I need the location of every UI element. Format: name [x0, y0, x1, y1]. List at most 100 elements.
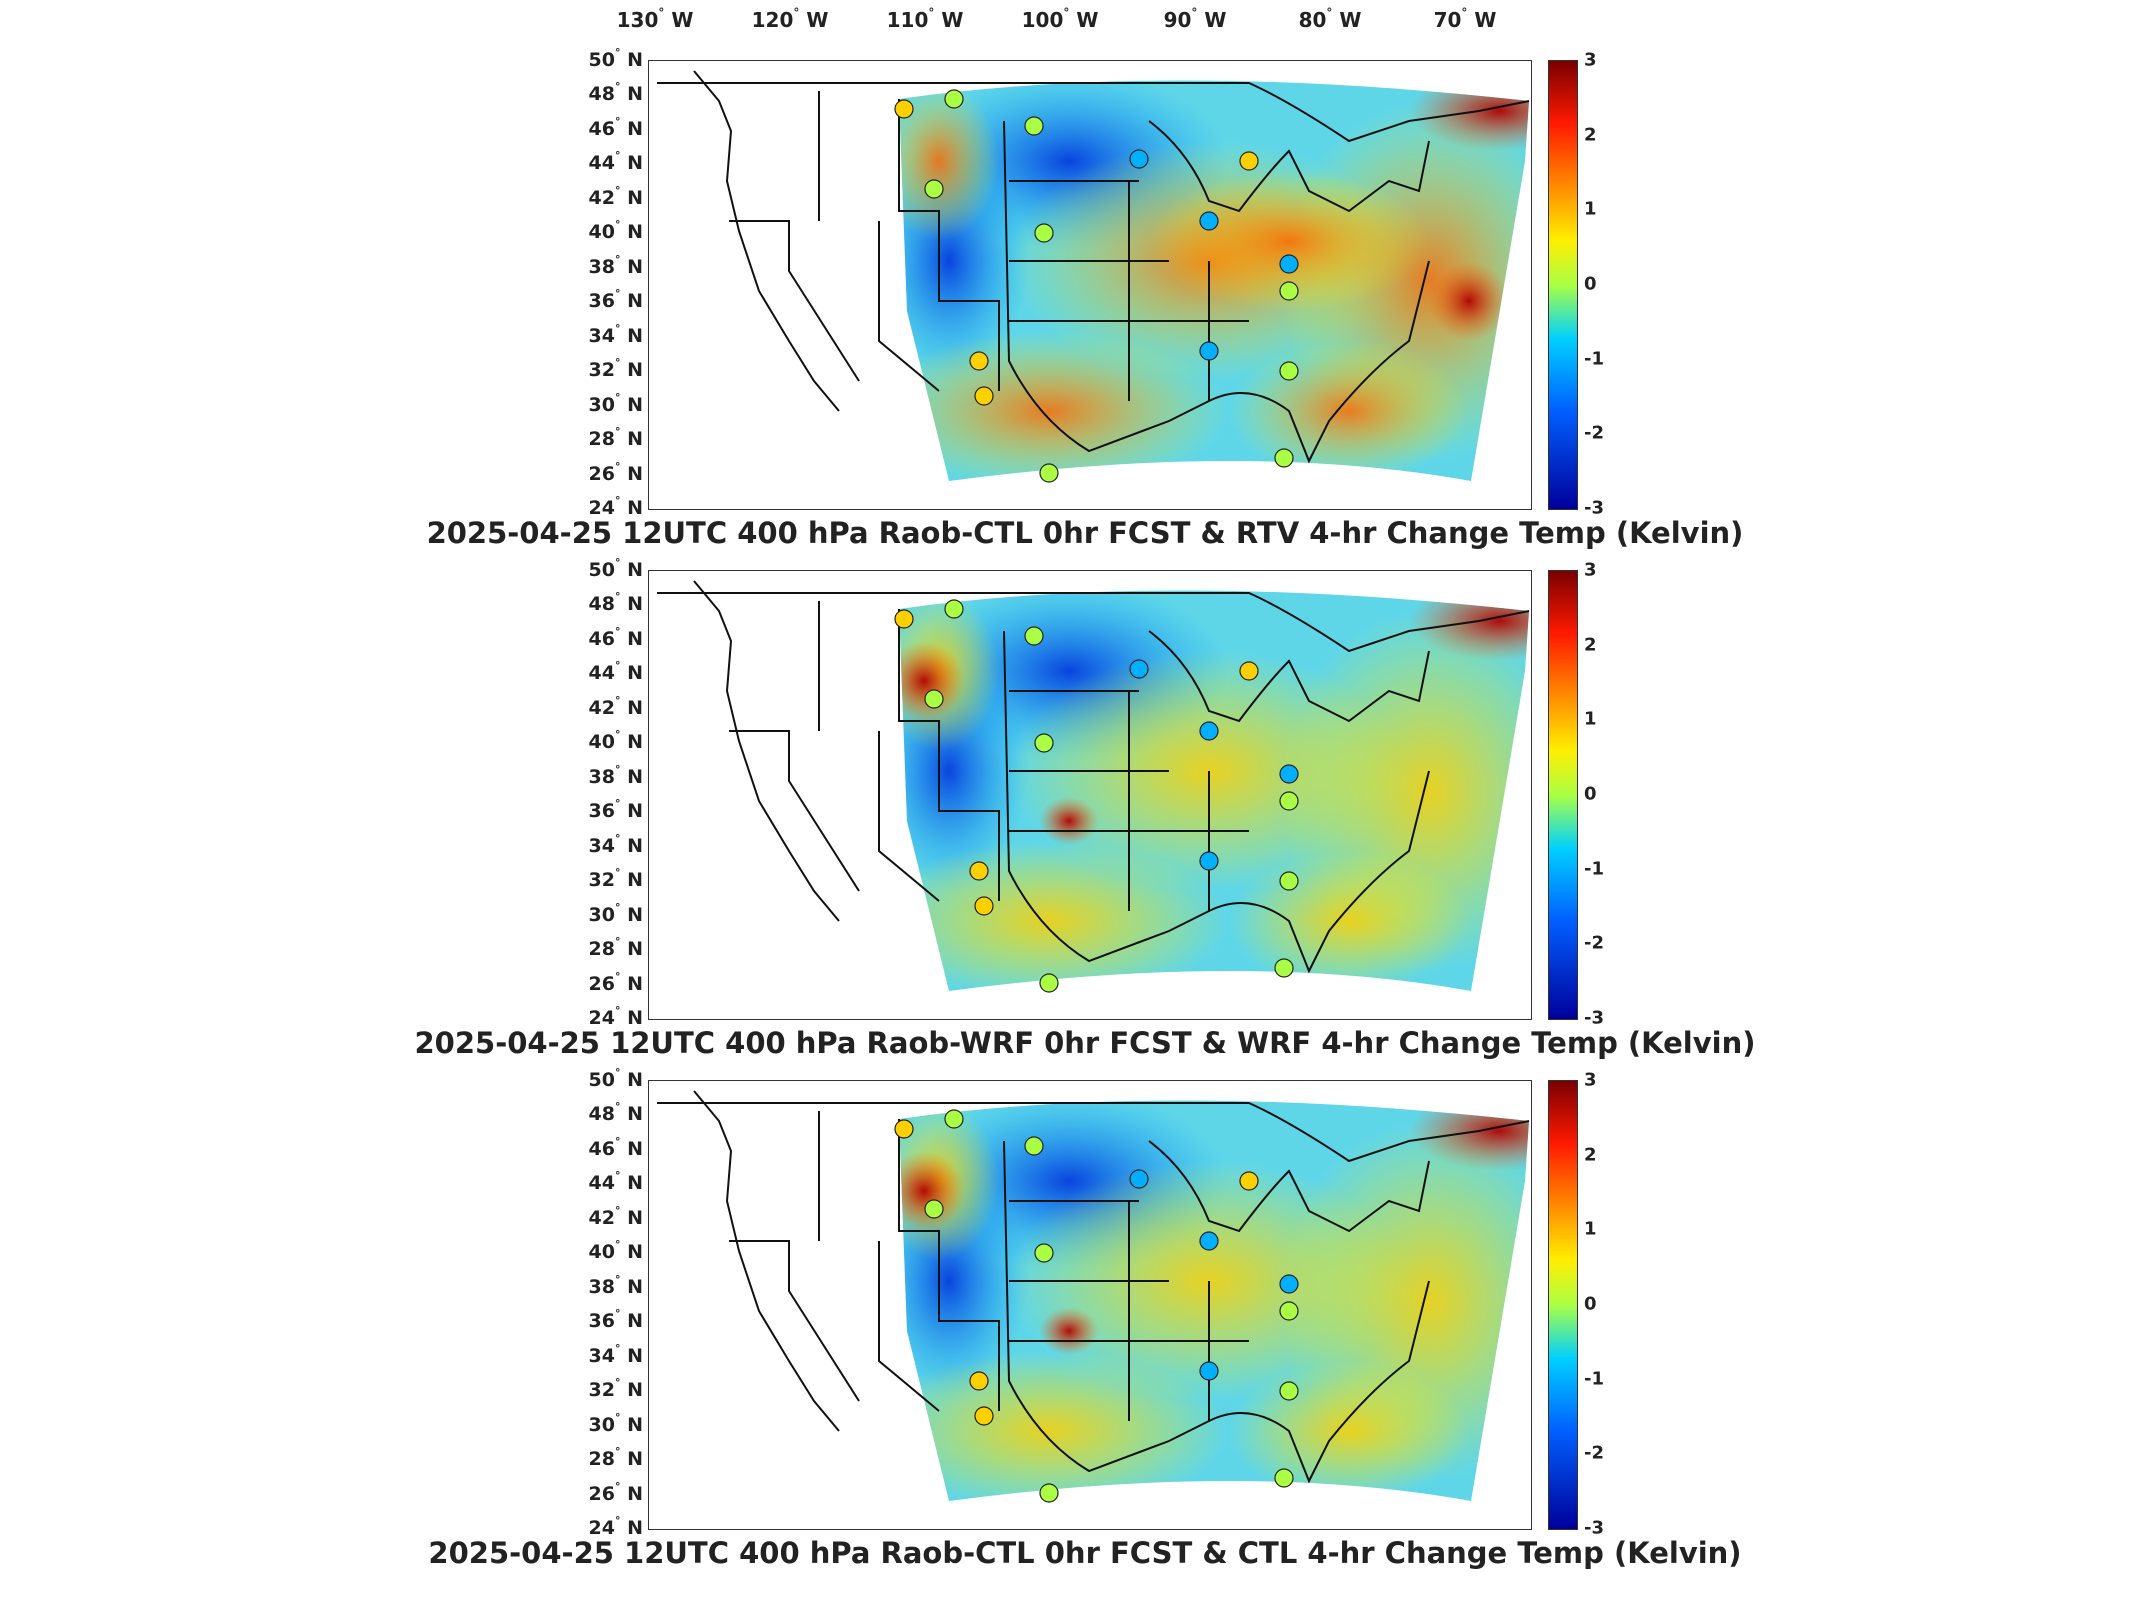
panel-title: 2025-04-25 12UTC 400 hPa Raob-WRF 0hr FC…	[414, 1026, 1756, 1060]
boundary-line	[1009, 180, 1249, 401]
boundary-line	[898, 99, 1000, 391]
lon-tick: 80° W	[1298, 6, 1362, 32]
raob-station-marker	[1279, 871, 1299, 891]
lat-tick: 36° N	[588, 797, 643, 823]
lat-tick: 34° N	[588, 831, 643, 857]
raob-station-marker	[1279, 791, 1299, 811]
raob-station-marker	[1279, 254, 1299, 274]
boundary-line	[1003, 630, 1430, 974]
raob-station-marker	[1129, 659, 1149, 679]
lon-tick: 100° W	[1021, 6, 1099, 32]
boundary-line	[1148, 120, 1430, 213]
raob-station-marker	[894, 1119, 914, 1139]
colorbar-tick: 1	[1584, 708, 1597, 730]
lat-tick: 48° N	[588, 1100, 643, 1126]
lat-tick: 46° N	[588, 1134, 643, 1161]
colorbar-tick: 1	[1584, 198, 1597, 220]
boundary-line	[729, 1240, 860, 1402]
lat-tick: 44° N	[588, 149, 643, 175]
raob-station-marker	[1274, 448, 1294, 468]
lat-tick: 38° N	[588, 762, 643, 788]
raob-station-marker	[924, 689, 944, 709]
map-panel-wrf: 50° N 48° N 46° N 44° N 42° N 40° N 38° N 36° N…	[0, 556, 2133, 1072]
lat-tick: 46° N	[588, 624, 643, 651]
boundary-line	[693, 580, 840, 922]
map-panel-rtv: 50° N 48° N 46° N 44° N 42° N 40° N 38° N 36° N…	[0, 46, 2133, 562]
lon-tick: 70° W	[1433, 6, 1497, 32]
lat-tick: 48° N	[588, 590, 643, 616]
colorbar-tick: -2	[1584, 932, 1604, 954]
lat-tick: 42° N	[588, 183, 643, 210]
lat-tick: 36° N	[588, 287, 643, 313]
colorbar-tick: -2	[1584, 422, 1604, 444]
lat-tick: 38° N	[588, 1272, 643, 1298]
raob-station-marker	[1199, 1361, 1219, 1381]
colorbar-tick: 3	[1584, 1069, 1597, 1091]
boundary-line	[1009, 1200, 1249, 1421]
raob-station-marker	[969, 351, 989, 371]
raob-station-marker	[1239, 661, 1259, 681]
raob-station-marker	[1034, 733, 1054, 753]
lat-tick: 26° N	[588, 459, 643, 485]
raob-station-marker	[1199, 721, 1219, 741]
boundary-line	[657, 592, 1530, 653]
raob-station-marker	[944, 599, 964, 619]
boundary-line	[1148, 630, 1430, 723]
raob-station-marker	[969, 861, 989, 881]
raob-station-marker	[1199, 1231, 1219, 1251]
raob-station-marker	[969, 1371, 989, 1391]
boundary-line	[729, 220, 860, 382]
lat-tick: 50° N	[588, 1065, 643, 1092]
raob-station-marker	[1279, 1381, 1299, 1401]
raob-station-marker	[1024, 116, 1044, 136]
raob-station-marker	[974, 896, 994, 916]
longitude-axis: 130° W 120° W 110° W 100° W 90° W 80° W …	[0, 0, 2133, 52]
map-svg	[657, 1090, 1530, 1503]
lat-tick: 40° N	[588, 1238, 643, 1264]
raob-station-marker	[1039, 973, 1059, 993]
raob-station-marker	[1279, 1274, 1299, 1294]
lat-tick: 28° N	[588, 424, 643, 451]
colorbar-tick: -1	[1584, 858, 1604, 880]
raob-station-marker	[1239, 151, 1259, 171]
colorbar-tick: -1	[1584, 348, 1604, 370]
raob-station-marker	[1274, 958, 1294, 978]
boundary-line	[1003, 120, 1430, 464]
colorbar-tick: 1	[1584, 1218, 1597, 1240]
colorbar-tick: 3	[1584, 49, 1597, 71]
lat-tick: 30° N	[588, 900, 643, 926]
lat-tick: 34° N	[588, 321, 643, 347]
lat-tick: 34° N	[588, 1341, 643, 1367]
raob-station-marker	[1279, 281, 1299, 301]
temperature-map	[648, 1080, 1532, 1530]
lon-tick: 90° W	[1163, 6, 1227, 32]
colorbar-tick: 0	[1584, 1293, 1597, 1315]
map-svg	[657, 580, 1530, 993]
raob-station-marker	[924, 179, 944, 199]
lat-tick: 24° N	[588, 493, 643, 520]
colorbar-tick: -1	[1584, 1368, 1604, 1390]
raob-station-marker	[1039, 1483, 1059, 1503]
colorbar-tick: -3	[1584, 1517, 1604, 1539]
lat-tick: 38° N	[588, 252, 643, 278]
map-svg	[657, 70, 1530, 483]
raob-station-marker	[1199, 851, 1219, 871]
lat-tick: 40° N	[588, 728, 643, 754]
lat-tick: 32° N	[588, 355, 643, 382]
boundary-line	[898, 1119, 1000, 1411]
lat-tick: 28° N	[588, 934, 643, 961]
map-panel-ctl: 50° N 48° N 46° N 44° N 42° N 40° N 38° N 36° N…	[0, 1065, 2133, 1582]
lat-tick: 32° N	[588, 865, 643, 892]
lat-tick: 36° N	[588, 1307, 643, 1333]
raob-station-marker	[1239, 1171, 1259, 1191]
boundary-line	[898, 609, 1000, 901]
boundary-line	[1148, 1140, 1430, 1233]
colorbar	[1548, 570, 1578, 1020]
lat-tick: 24° N	[588, 1003, 643, 1030]
lat-tick: 24° N	[588, 1513, 643, 1540]
raob-station-marker	[894, 609, 914, 629]
temperature-map	[648, 60, 1532, 510]
raob-station-marker	[944, 1109, 964, 1129]
raob-station-marker	[894, 99, 914, 119]
raob-station-marker	[924, 1199, 944, 1219]
